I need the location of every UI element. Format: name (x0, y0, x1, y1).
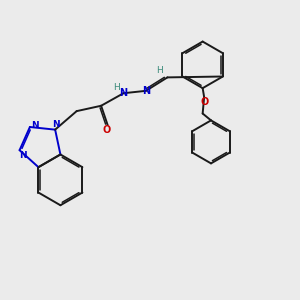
Text: N: N (119, 88, 128, 98)
Text: O: O (200, 97, 208, 106)
Text: N: N (32, 121, 39, 130)
Text: O: O (103, 125, 111, 135)
Text: N: N (52, 120, 60, 129)
Text: H: H (157, 66, 163, 75)
Text: N: N (142, 86, 150, 96)
Text: H: H (114, 83, 120, 92)
Text: N: N (19, 151, 27, 160)
